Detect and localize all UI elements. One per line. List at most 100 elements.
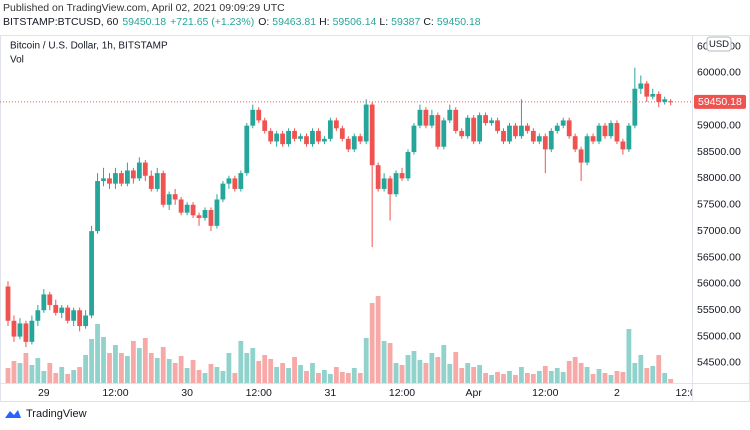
volume-bar [483, 373, 488, 383]
candle-body [638, 83, 644, 89]
volume-bar [453, 352, 459, 383]
y-tick-label: 56000.00 [697, 278, 741, 290]
candle-body [142, 162, 148, 176]
volume-bar [345, 373, 351, 383]
candle-body [304, 136, 309, 145]
candle-body [29, 320, 35, 342]
volume-bar [554, 368, 560, 383]
y-tick-label: 55500.00 [697, 304, 741, 316]
candle-body [357, 136, 363, 142]
volume-bar [190, 360, 196, 383]
candle-body [268, 130, 274, 142]
candle-body [608, 123, 614, 137]
brand-name: TradingView [26, 408, 87, 420]
volume-bar [351, 368, 357, 383]
volume-bar [459, 368, 465, 383]
volume-bar [542, 366, 548, 383]
volume-bar [530, 374, 536, 383]
candle-body [154, 173, 160, 189]
ohlc-value: 59506.14 [332, 16, 377, 28]
published-note: Published on TradingView.com, April 02, … [3, 2, 285, 14]
candle-body [507, 125, 512, 142]
candle-body [626, 125, 632, 150]
currency-badge [706, 36, 732, 52]
candle-body [262, 120, 268, 131]
candle-body [387, 178, 393, 195]
candle-body [35, 310, 41, 321]
candle-body [322, 138, 327, 142]
volume-bar [423, 363, 429, 383]
candle-body [441, 120, 447, 147]
volume-bar [417, 360, 423, 383]
volume-bar [238, 341, 244, 383]
candle-body [53, 304, 59, 313]
volume-bar [178, 356, 184, 383]
volume-bar [298, 365, 303, 383]
x-tick-label: 12:00 [102, 387, 128, 399]
volume-bar [172, 363, 178, 383]
last-price: 59450.18 [122, 16, 167, 28]
volume-bar [668, 379, 674, 383]
volume-bar [495, 372, 500, 383]
volume-bar [220, 371, 226, 383]
candle-body [333, 120, 339, 129]
volume-bar [363, 338, 369, 383]
volume-bar [208, 364, 214, 383]
volume-bar [113, 345, 118, 383]
volume-bar [71, 370, 77, 383]
candle-body [578, 149, 584, 163]
candle-body [256, 109, 262, 121]
volume-bar [662, 373, 668, 383]
volume-bar [11, 361, 17, 383]
volume-bar [89, 339, 94, 383]
candle-body [83, 315, 89, 327]
candle-body [363, 104, 369, 142]
candle-body [465, 117, 471, 137]
volume-bar [41, 371, 47, 383]
x-tick-label: 31 [325, 387, 337, 399]
volume-bar [614, 371, 620, 383]
volume-bar [524, 373, 530, 383]
candle-body [399, 173, 405, 179]
ohlc-label: H: [319, 16, 330, 28]
candle-body [447, 109, 453, 121]
volume-bar [196, 370, 202, 383]
candle-body [250, 109, 256, 126]
volume-bar [357, 373, 363, 383]
candle-body [59, 307, 65, 313]
candle-body [160, 173, 166, 205]
volume-bar [125, 356, 130, 383]
volume-bar [65, 374, 71, 383]
change: +721.65 (+1.23%) [170, 16, 255, 28]
candle-body [172, 194, 178, 200]
candle-body [47, 294, 53, 305]
candle-body [71, 310, 77, 321]
candle-body [572, 136, 578, 150]
plot-area [0, 67, 692, 383]
candle-body [417, 109, 423, 126]
volume-bar [160, 347, 166, 383]
ohlc-label: O: [258, 16, 270, 28]
brand-icon [5, 410, 21, 418]
x-tick-label: 29 [38, 387, 50, 399]
candle-body [453, 109, 459, 131]
candle-body [292, 130, 297, 139]
volume-bar [399, 365, 405, 383]
volume-bar [232, 373, 238, 383]
symbol-header: BITSTAMP:BTCUSD, 60 59450.18 +721.65 (+1… [3, 16, 481, 28]
y-tick-label: 57000.00 [697, 225, 741, 237]
candle-body [405, 152, 411, 179]
volume-bar [292, 357, 297, 383]
volume-bar [513, 375, 518, 383]
volume-bar [339, 372, 345, 383]
volume-bar [375, 296, 381, 383]
ohlc-value: 59387 [391, 16, 421, 28]
candle-body [286, 130, 291, 145]
x-tick-label: 12:00 [389, 387, 415, 399]
candle-body [244, 125, 250, 174]
last-price-label: 59450.18 [698, 96, 742, 108]
candle-body [89, 231, 94, 316]
volume-bar [136, 348, 142, 383]
volume-bar [429, 353, 435, 383]
ohlc: O: 59463.81 H: 59506.14 L: 59387 C: 59450.18 [258, 16, 480, 28]
